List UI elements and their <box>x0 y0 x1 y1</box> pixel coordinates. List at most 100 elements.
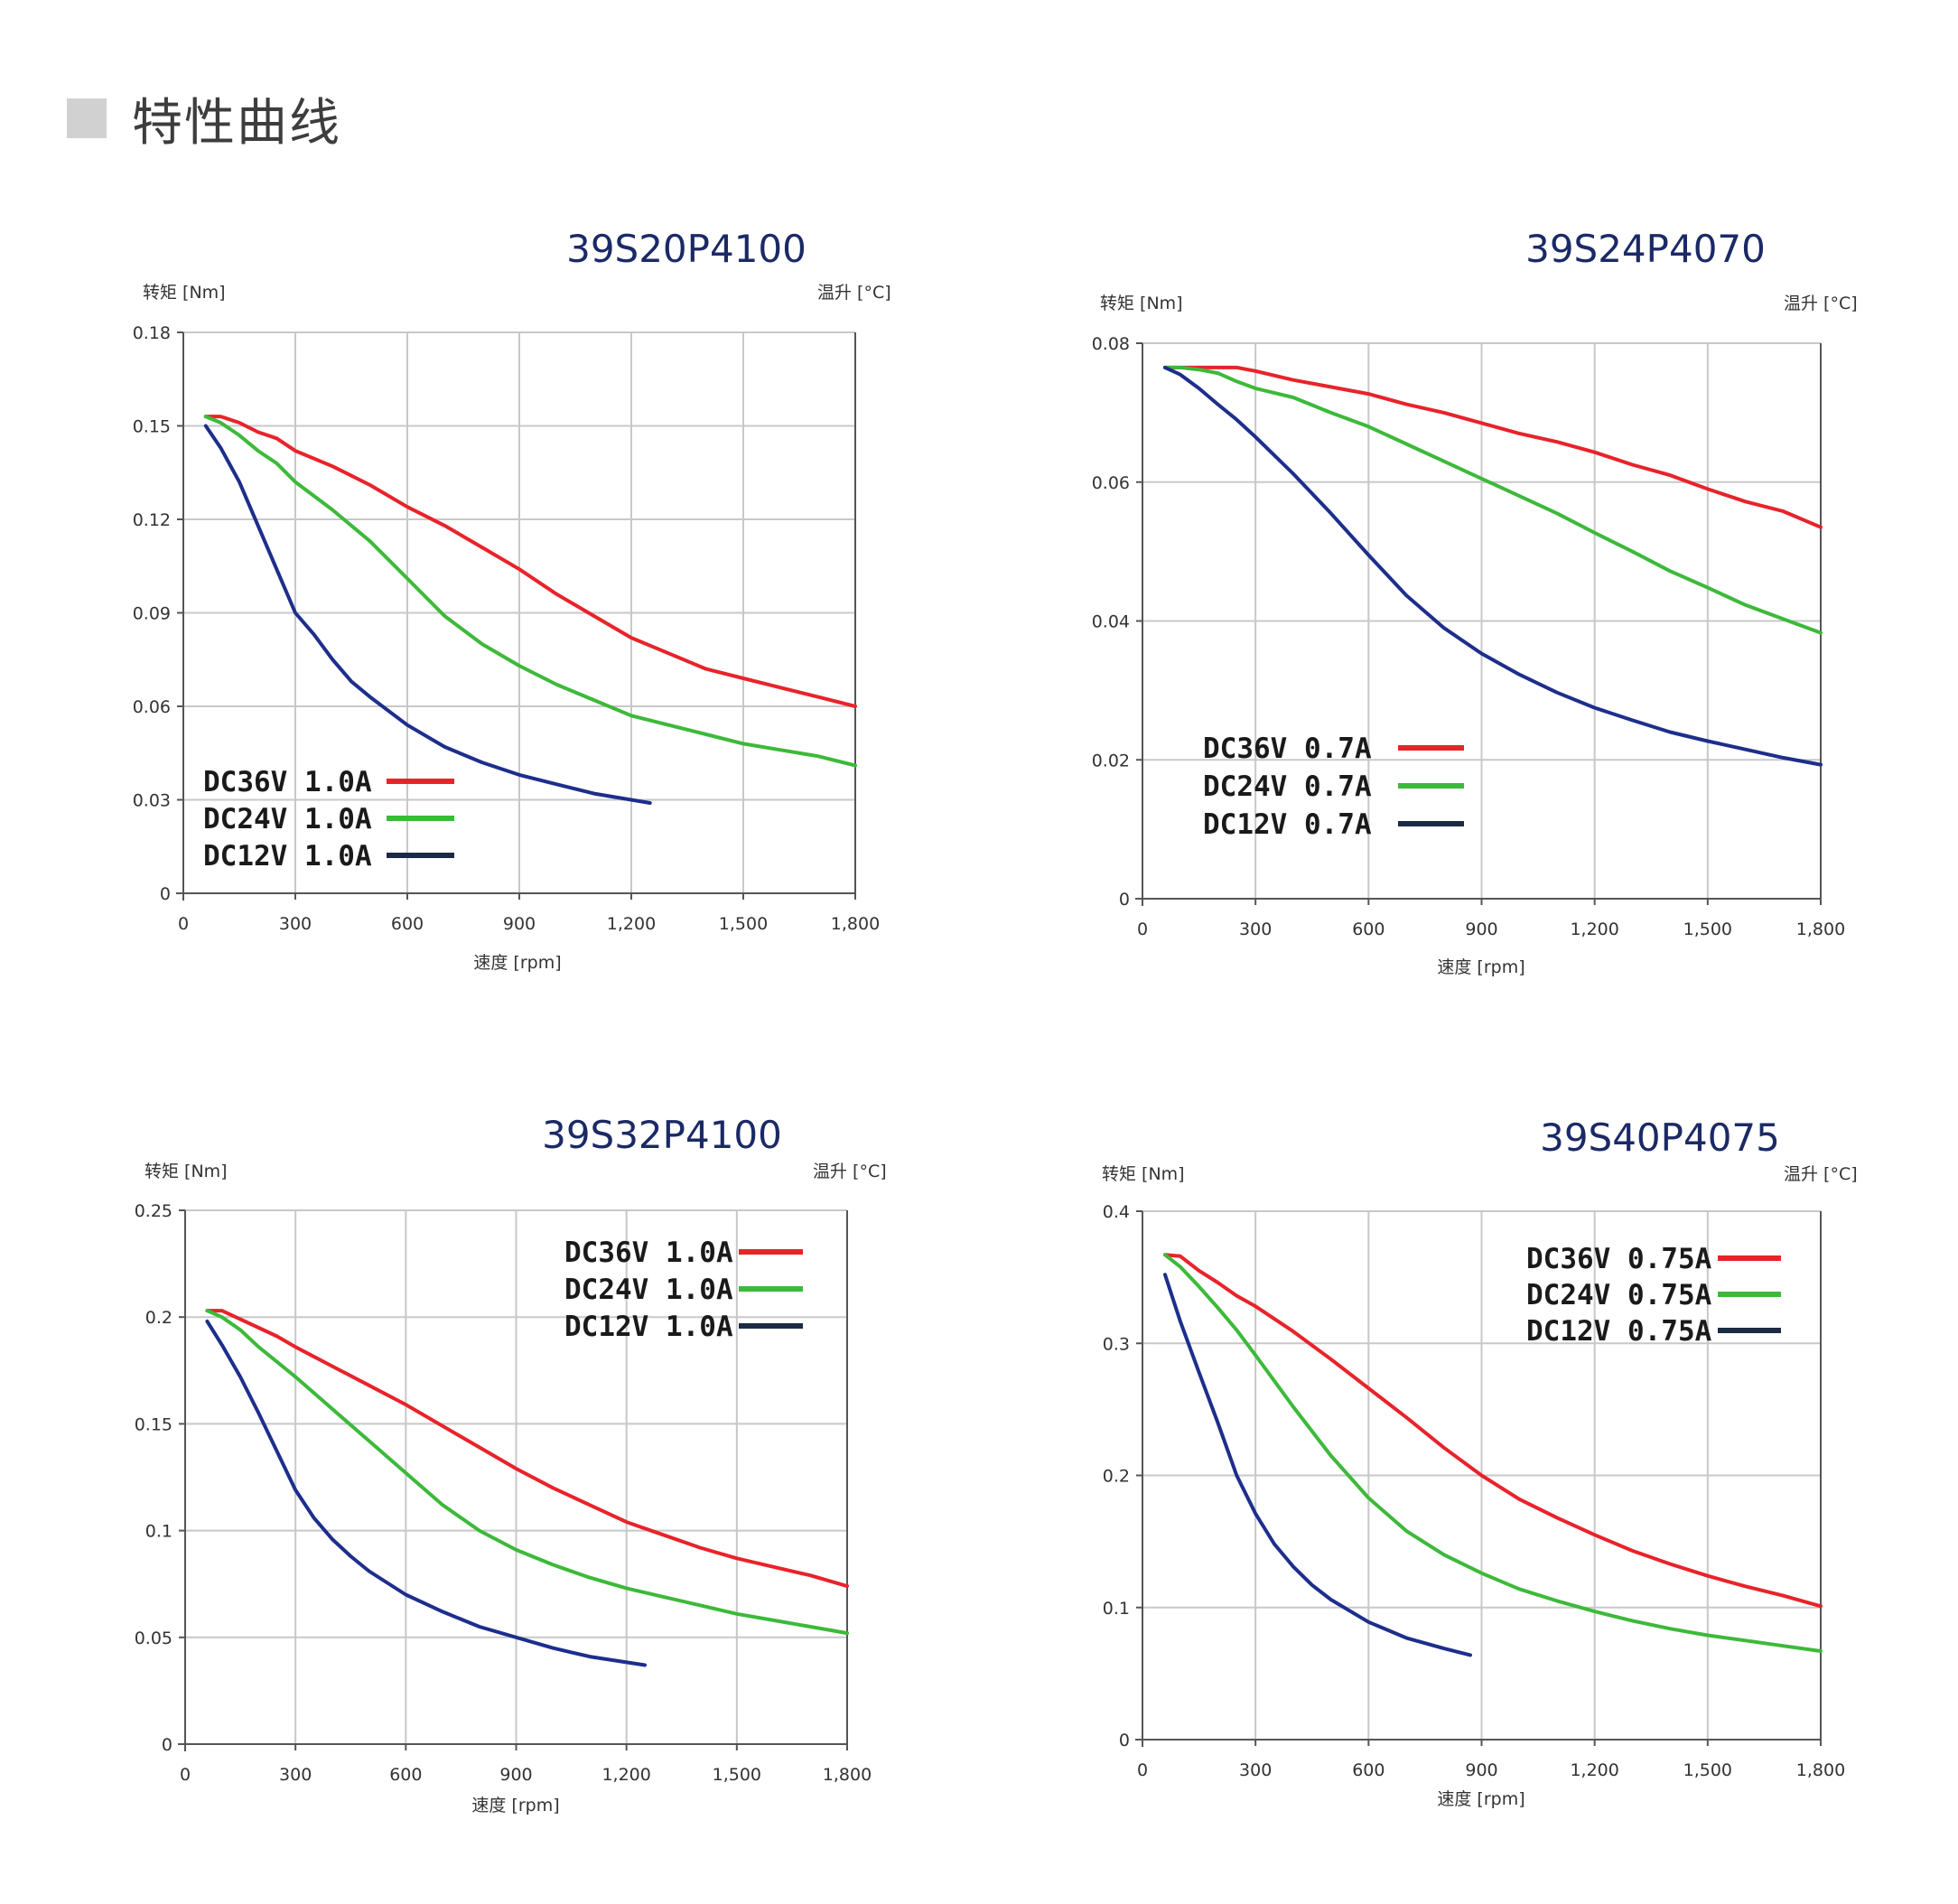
x-tick-label: 1,500 <box>713 1765 761 1785</box>
x-tick-label: 1,500 <box>719 914 768 934</box>
y-tick-label: 0.09 <box>133 604 171 624</box>
section-title: 特性曲线 <box>132 93 341 153</box>
series-line-2 <box>205 1309 849 1636</box>
chart-3: 0 300 600 900 1,200 1,500 1,800 0 0.05 0.1 0.15 0.2… <box>135 1113 887 1815</box>
header-square-icon <box>67 98 107 138</box>
y-tick-label: 0 <box>160 884 171 904</box>
y-tick-label: 0.15 <box>133 417 171 437</box>
y-tick-label: 0.3 <box>1103 1334 1130 1354</box>
y-tick-label: 0.06 <box>133 697 171 717</box>
y-axis-label: 转矩 [Nm] <box>1100 294 1183 313</box>
y-tick-label: 0.1 <box>1103 1599 1130 1619</box>
y-tick-label: 0.2 <box>145 1308 172 1328</box>
x-tick-label: 0 <box>1137 919 1148 939</box>
x-tick-label: 0 <box>180 1765 191 1785</box>
x-axis-label: 速度 [rpm] <box>471 1796 559 1815</box>
y-tick-label: 0.04 <box>1092 612 1130 632</box>
legend-label: DC24V 1.0A <box>564 1274 733 1306</box>
legend-label: DC36V 0.7A <box>1203 733 1372 765</box>
legend-label: DC36V 1.0A <box>203 766 372 798</box>
y-tick-label: 0 <box>1119 1731 1130 1750</box>
y-tick-label: 0.18 <box>133 323 171 343</box>
x-tick-label: 300 <box>1239 919 1272 939</box>
series-line-3 <box>1163 1273 1472 1657</box>
legend-label: DC12V 0.75A <box>1526 1315 1712 1348</box>
x-tick-label: 1,200 <box>601 1765 650 1785</box>
y-tick-label: 0.15 <box>135 1414 172 1434</box>
series-line-3 <box>203 424 652 805</box>
x-tick-label: 1,200 <box>1570 919 1618 939</box>
series-line-1 <box>1163 1253 1823 1609</box>
chart-title: 39S20P4100 <box>566 227 807 271</box>
legend: DC36V 0.75A DC24V 0.75A DC12V 0.75A <box>1526 1243 1781 1348</box>
x-tick-label: 1,800 <box>1796 1760 1845 1780</box>
x-tick-label: 600 <box>1352 919 1385 939</box>
series-line-2 <box>1163 1253 1823 1653</box>
legend: DC36V 1.0A DC24V 1.0A DC12V 1.0A <box>203 766 454 873</box>
legend: DC36V 1.0A DC24V 1.0A DC12V 1.0A <box>564 1237 803 1343</box>
legend-label: DC12V 1.0A <box>203 840 372 873</box>
y-tick-label: 0 <box>162 1735 172 1755</box>
x-tick-label: 1,800 <box>1796 919 1845 939</box>
legend-label: DC24V 0.75A <box>1526 1279 1712 1311</box>
x-tick-label: 300 <box>1239 1760 1272 1780</box>
y-tick-label: 0 <box>1119 890 1130 910</box>
y-tick-label: 0.25 <box>135 1201 172 1221</box>
series-line-1 <box>205 1309 849 1589</box>
series-line-1 <box>203 415 857 708</box>
x-tick-label: 1,200 <box>607 914 656 934</box>
chart-title: 39S40P4075 <box>1540 1115 1780 1160</box>
x-tick-label: 900 <box>499 1765 532 1785</box>
legend-label: DC12V 1.0A <box>564 1311 733 1343</box>
x-tick-label: 900 <box>503 914 536 934</box>
x-tick-label: 1,500 <box>1683 919 1732 939</box>
chart-title: 39S24P4070 <box>1525 227 1766 271</box>
series-line-2 <box>203 415 857 768</box>
chart-2: 0 300 600 900 1,200 1,500 1,800 0 0.02 0.04 0.06 0.… <box>1092 227 1858 977</box>
series-line-3 <box>205 1319 647 1667</box>
legend-label: DC24V 0.7A <box>1203 770 1372 803</box>
x-tick-label: 1,800 <box>831 914 880 934</box>
x-tick-label: 1,200 <box>1570 1760 1618 1780</box>
chart-1: 0 300 600 900 1,200 1,500 1,800 0 0.03 0.06 0.09 0.… <box>133 227 891 973</box>
legend-label: DC12V 0.7A <box>1203 808 1372 841</box>
section-header: 特性曲线 <box>67 87 341 153</box>
legend-label: DC24V 1.0A <box>203 803 372 835</box>
y2-axis-label: 温升 [°C] <box>1784 294 1858 313</box>
x-axis-label: 速度 [rpm] <box>1437 957 1524 977</box>
chart-4: 0 300 600 900 1,200 1,500 1,800 0 0.1 0.2 0.3 0.4 39… <box>1102 1115 1858 1809</box>
chart-title: 39S32P4100 <box>542 1113 782 1157</box>
legend-label: DC36V 0.75A <box>1526 1243 1712 1275</box>
x-tick-label: 1,800 <box>823 1765 872 1785</box>
legend: DC36V 0.7A DC24V 0.7A DC12V 0.7A <box>1203 733 1464 841</box>
y-tick-label: 0.03 <box>133 791 171 811</box>
series-line-2 <box>1163 365 1823 635</box>
y-tick-label: 0.12 <box>133 510 171 530</box>
x-axis-label: 速度 [rpm] <box>473 953 561 973</box>
y-axis-label: 转矩 [Nm] <box>1102 1164 1185 1184</box>
x-tick-label: 0 <box>178 914 189 934</box>
x-tick-label: 600 <box>391 914 424 934</box>
x-tick-label: 900 <box>1465 919 1497 939</box>
x-tick-label: 600 <box>1352 1760 1385 1780</box>
y-tick-label: 0.08 <box>1092 334 1130 354</box>
y-tick-label: 0.2 <box>1103 1467 1130 1487</box>
y-tick-label: 0.1 <box>145 1522 172 1542</box>
y2-axis-label: 温升 [°C] <box>1784 1164 1858 1184</box>
y-axis-label: 转矩 [Nm] <box>145 1162 228 1181</box>
y-tick-label: 0.4 <box>1103 1202 1130 1222</box>
y2-axis-label: 温升 [°C] <box>817 283 891 303</box>
x-tick-label: 600 <box>389 1765 422 1785</box>
x-tick-label: 0 <box>1137 1760 1148 1780</box>
x-tick-label: 300 <box>279 1765 312 1785</box>
x-tick-label: 300 <box>279 914 312 934</box>
x-tick-label: 900 <box>1465 1760 1497 1780</box>
series-line-3 <box>1163 365 1823 767</box>
y-tick-label: 0.05 <box>135 1629 172 1648</box>
y-tick-label: 0.02 <box>1092 751 1130 770</box>
y-tick-label: 0.06 <box>1092 473 1130 493</box>
x-axis-label: 速度 [rpm] <box>1437 1789 1524 1809</box>
y2-axis-label: 温升 [°C] <box>813 1162 887 1181</box>
legend-label: DC36V 1.0A <box>564 1237 733 1269</box>
